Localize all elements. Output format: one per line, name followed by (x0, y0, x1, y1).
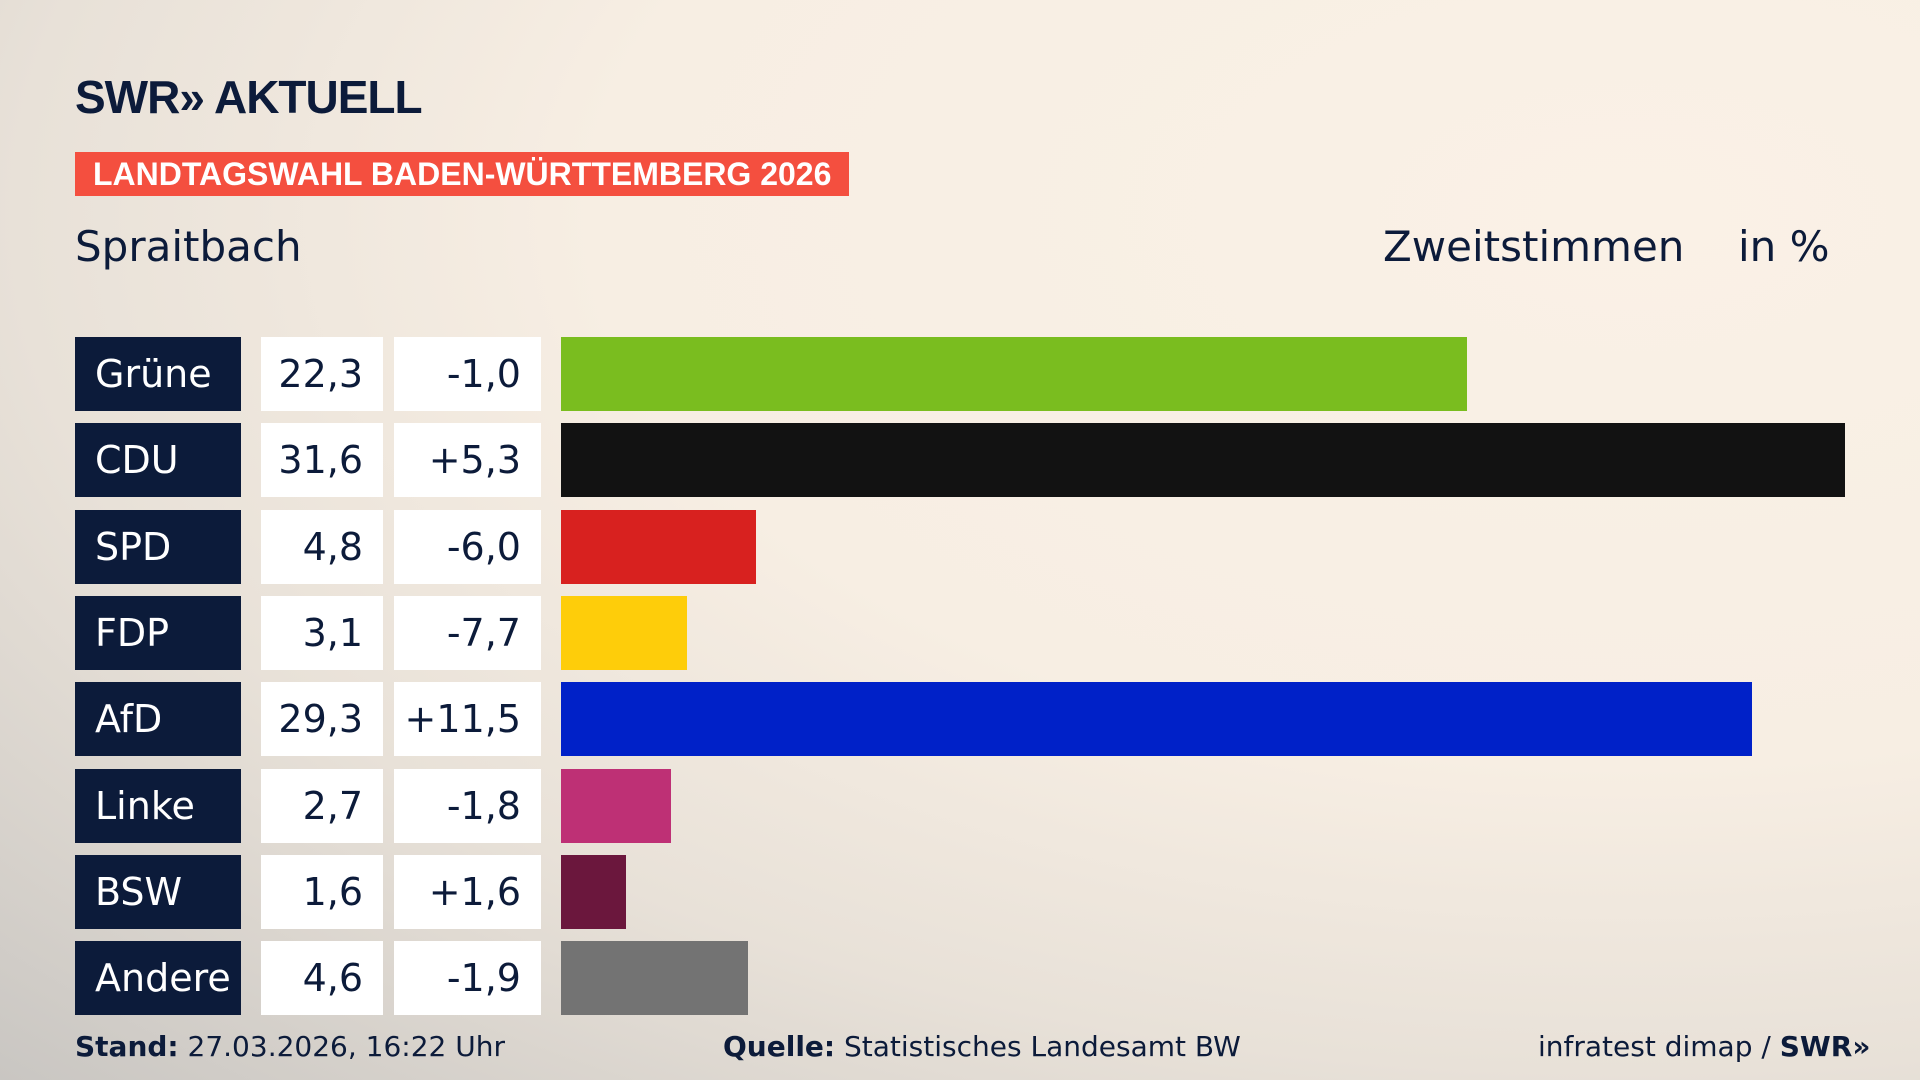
party-label: Grüne (75, 337, 241, 411)
vote-share: 4,8 (261, 509, 383, 584)
party-label: Linke (75, 768, 241, 843)
vote-change: -1,0 (394, 337, 541, 411)
bar-spd (561, 509, 757, 584)
vote-change: +11,5 (394, 682, 541, 757)
timestamp: Stand: 27.03.2026, 16:22 Uhr (75, 1030, 505, 1063)
bar-bsw (561, 854, 626, 929)
source: Quelle: Statistisches Landesamt BW (723, 1030, 1241, 1063)
vote-share: 1,6 (261, 854, 383, 929)
vote-share: 29,3 (261, 682, 383, 757)
swr-aktuell-logo: SWR» AKTUELL (75, 71, 423, 123)
vote-change: -1,9 (394, 941, 541, 1016)
vote-share: 22,3 (261, 337, 383, 411)
party-label: BSW (75, 854, 241, 929)
vote-change: -7,7 (394, 595, 541, 670)
party-label: SPD (75, 509, 241, 584)
credit: infratest dimap / SWR» (1538, 1030, 1871, 1063)
bar-andere (561, 941, 748, 1016)
vote-share: 2,7 (261, 768, 383, 843)
bar-cdu (561, 423, 1845, 498)
vote-change: -6,0 (394, 509, 541, 584)
party-label: Andere (75, 941, 241, 1016)
location-title: Spraitbach (75, 222, 302, 271)
bar-grüne (561, 337, 1468, 411)
vote-change: +5,3 (394, 423, 541, 498)
unit-label: in % (1738, 222, 1830, 271)
bar-fdp (561, 595, 687, 670)
vote-share: 4,6 (261, 941, 383, 1016)
party-label: AfD (75, 682, 241, 757)
vote-share: 3,1 (261, 595, 383, 670)
vote-change: -1,8 (394, 768, 541, 843)
bar-linke (561, 768, 671, 843)
party-label: FDP (75, 595, 241, 670)
vote-share: 31,6 (261, 423, 383, 498)
vote-change: +1,6 (394, 854, 541, 929)
election-banner: LANDTAGSWAHL BADEN-WÜRTTEMBERG 2026 (75, 152, 850, 196)
bar-afd (561, 682, 1752, 757)
vote-type-label: Zweitstimmen (1383, 222, 1685, 271)
party-label: CDU (75, 423, 241, 498)
